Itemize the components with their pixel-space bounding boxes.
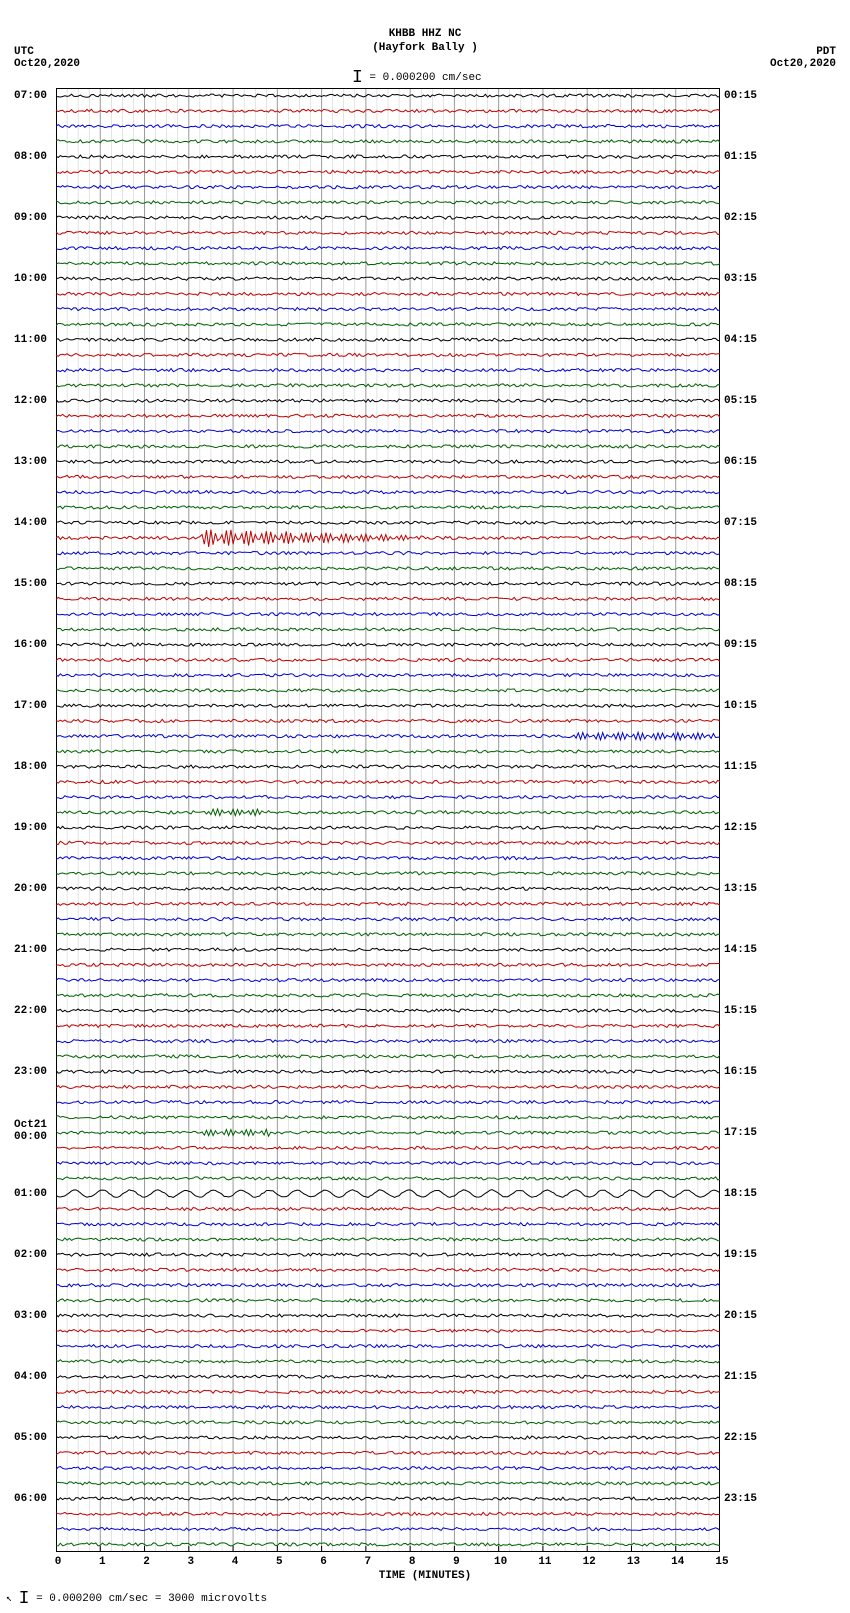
local-hour-label: 10:15 xyxy=(724,700,757,712)
x-tick-label: 8 xyxy=(402,1556,422,1568)
utc-hour-label: 06:00 xyxy=(14,1493,52,1505)
local-hour-label: 23:15 xyxy=(724,1493,757,1505)
station-title: KHBB HHZ NC xyxy=(0,28,850,40)
x-tick-label: 3 xyxy=(181,1556,201,1568)
x-tick-label: 12 xyxy=(579,1556,599,1568)
local-hour-label: 19:15 xyxy=(724,1249,757,1261)
local-hour-label: 18:15 xyxy=(724,1188,757,1200)
utc-hour-label: 02:00 xyxy=(14,1249,52,1261)
utc-hour-label: 09:00 xyxy=(14,212,52,224)
local-hour-label: 05:15 xyxy=(724,395,757,407)
utc-hour-label: 07:00 xyxy=(14,90,52,102)
local-hour-label: 11:15 xyxy=(724,761,757,773)
local-hour-label: 09:15 xyxy=(724,639,757,651)
utc-hour-label: 04:00 xyxy=(14,1371,52,1383)
utc-hour-label: Oct21 xyxy=(14,1119,52,1131)
utc-hour-label: 21:00 xyxy=(14,944,52,956)
local-hour-label: 01:15 xyxy=(724,151,757,163)
utc-hour-label: 16:00 xyxy=(14,639,52,651)
utc-hour-label: 23:00 xyxy=(14,1066,52,1078)
x-tick-label: 11 xyxy=(535,1556,555,1568)
local-hour-label: 03:15 xyxy=(724,273,757,285)
x-tick-label: 2 xyxy=(137,1556,157,1568)
x-tick-label: 13 xyxy=(623,1556,643,1568)
x-tick-label: 10 xyxy=(491,1556,511,1568)
local-hour-label: 12:15 xyxy=(724,822,757,834)
utc-hour-label: 03:00 xyxy=(14,1310,52,1322)
x-tick-label: 4 xyxy=(225,1556,245,1568)
utc-label: UTC xyxy=(14,46,34,58)
utc-date: Oct20,2020 xyxy=(14,58,80,70)
location-subtitle: (Hayfork Bally ) xyxy=(0,42,850,54)
utc-hour-label: 15:00 xyxy=(14,578,52,590)
scale-label-top: I = 0.000200 cm/sec xyxy=(352,66,482,86)
local-hour-label: 07:15 xyxy=(724,517,757,529)
utc-hour-label: 08:00 xyxy=(14,151,52,163)
local-hour-label: 13:15 xyxy=(724,883,757,895)
local-date: Oct20,2020 xyxy=(770,58,836,70)
utc-hour-label: 11:00 xyxy=(14,334,52,346)
utc-hour-label: 00:00 xyxy=(14,1131,52,1143)
x-tick-label: 6 xyxy=(314,1556,334,1568)
x-tick-label: 7 xyxy=(358,1556,378,1568)
local-hour-label: 06:15 xyxy=(724,456,757,468)
scale-bar-icon: I xyxy=(19,1589,30,1609)
x-tick-label: 1 xyxy=(92,1556,112,1568)
utc-hour-label: 22:00 xyxy=(14,1005,52,1017)
utc-hour-label: 05:00 xyxy=(14,1432,52,1444)
local-hour-label: 21:15 xyxy=(724,1371,757,1383)
local-hour-label: 16:15 xyxy=(724,1066,757,1078)
utc-hour-label: 20:00 xyxy=(14,883,52,895)
x-tick-label: 14 xyxy=(668,1556,688,1568)
local-hour-label: 00:15 xyxy=(724,90,757,102)
local-hour-label: 04:15 xyxy=(724,334,757,346)
utc-hour-label: 13:00 xyxy=(14,456,52,468)
local-hour-label: 20:15 xyxy=(724,1310,757,1322)
x-tick-label: 5 xyxy=(269,1556,289,1568)
scale-bar-icon: I xyxy=(352,68,363,88)
utc-hour-label: 19:00 xyxy=(14,822,52,834)
local-hour-label: 15:15 xyxy=(724,1005,757,1017)
utc-hour-label: 17:00 xyxy=(14,700,52,712)
x-tick-label: 9 xyxy=(446,1556,466,1568)
utc-hour-label: 01:00 xyxy=(14,1188,52,1200)
utc-hour-label: 10:00 xyxy=(14,273,52,285)
x-axis-label: TIME (MINUTES) xyxy=(0,1570,850,1582)
local-hour-label: 02:15 xyxy=(724,212,757,224)
local-hour-label: 08:15 xyxy=(724,578,757,590)
local-hour-label: 22:15 xyxy=(724,1432,757,1444)
local-hour-label: 17:15 xyxy=(724,1127,757,1139)
scale-label-bottom: ↖ I = 0.000200 cm/sec = 3000 microvolts xyxy=(6,1587,267,1607)
seismogram-plot xyxy=(56,88,720,1552)
utc-hour-label: 12:00 xyxy=(14,395,52,407)
utc-hour-label: 14:00 xyxy=(14,517,52,529)
local-hour-label: 14:15 xyxy=(724,944,757,956)
x-tick-label: 0 xyxy=(48,1556,68,1568)
x-tick-label: 15 xyxy=(712,1556,732,1568)
utc-hour-label: 18:00 xyxy=(14,761,52,773)
local-label: PDT xyxy=(816,46,836,58)
